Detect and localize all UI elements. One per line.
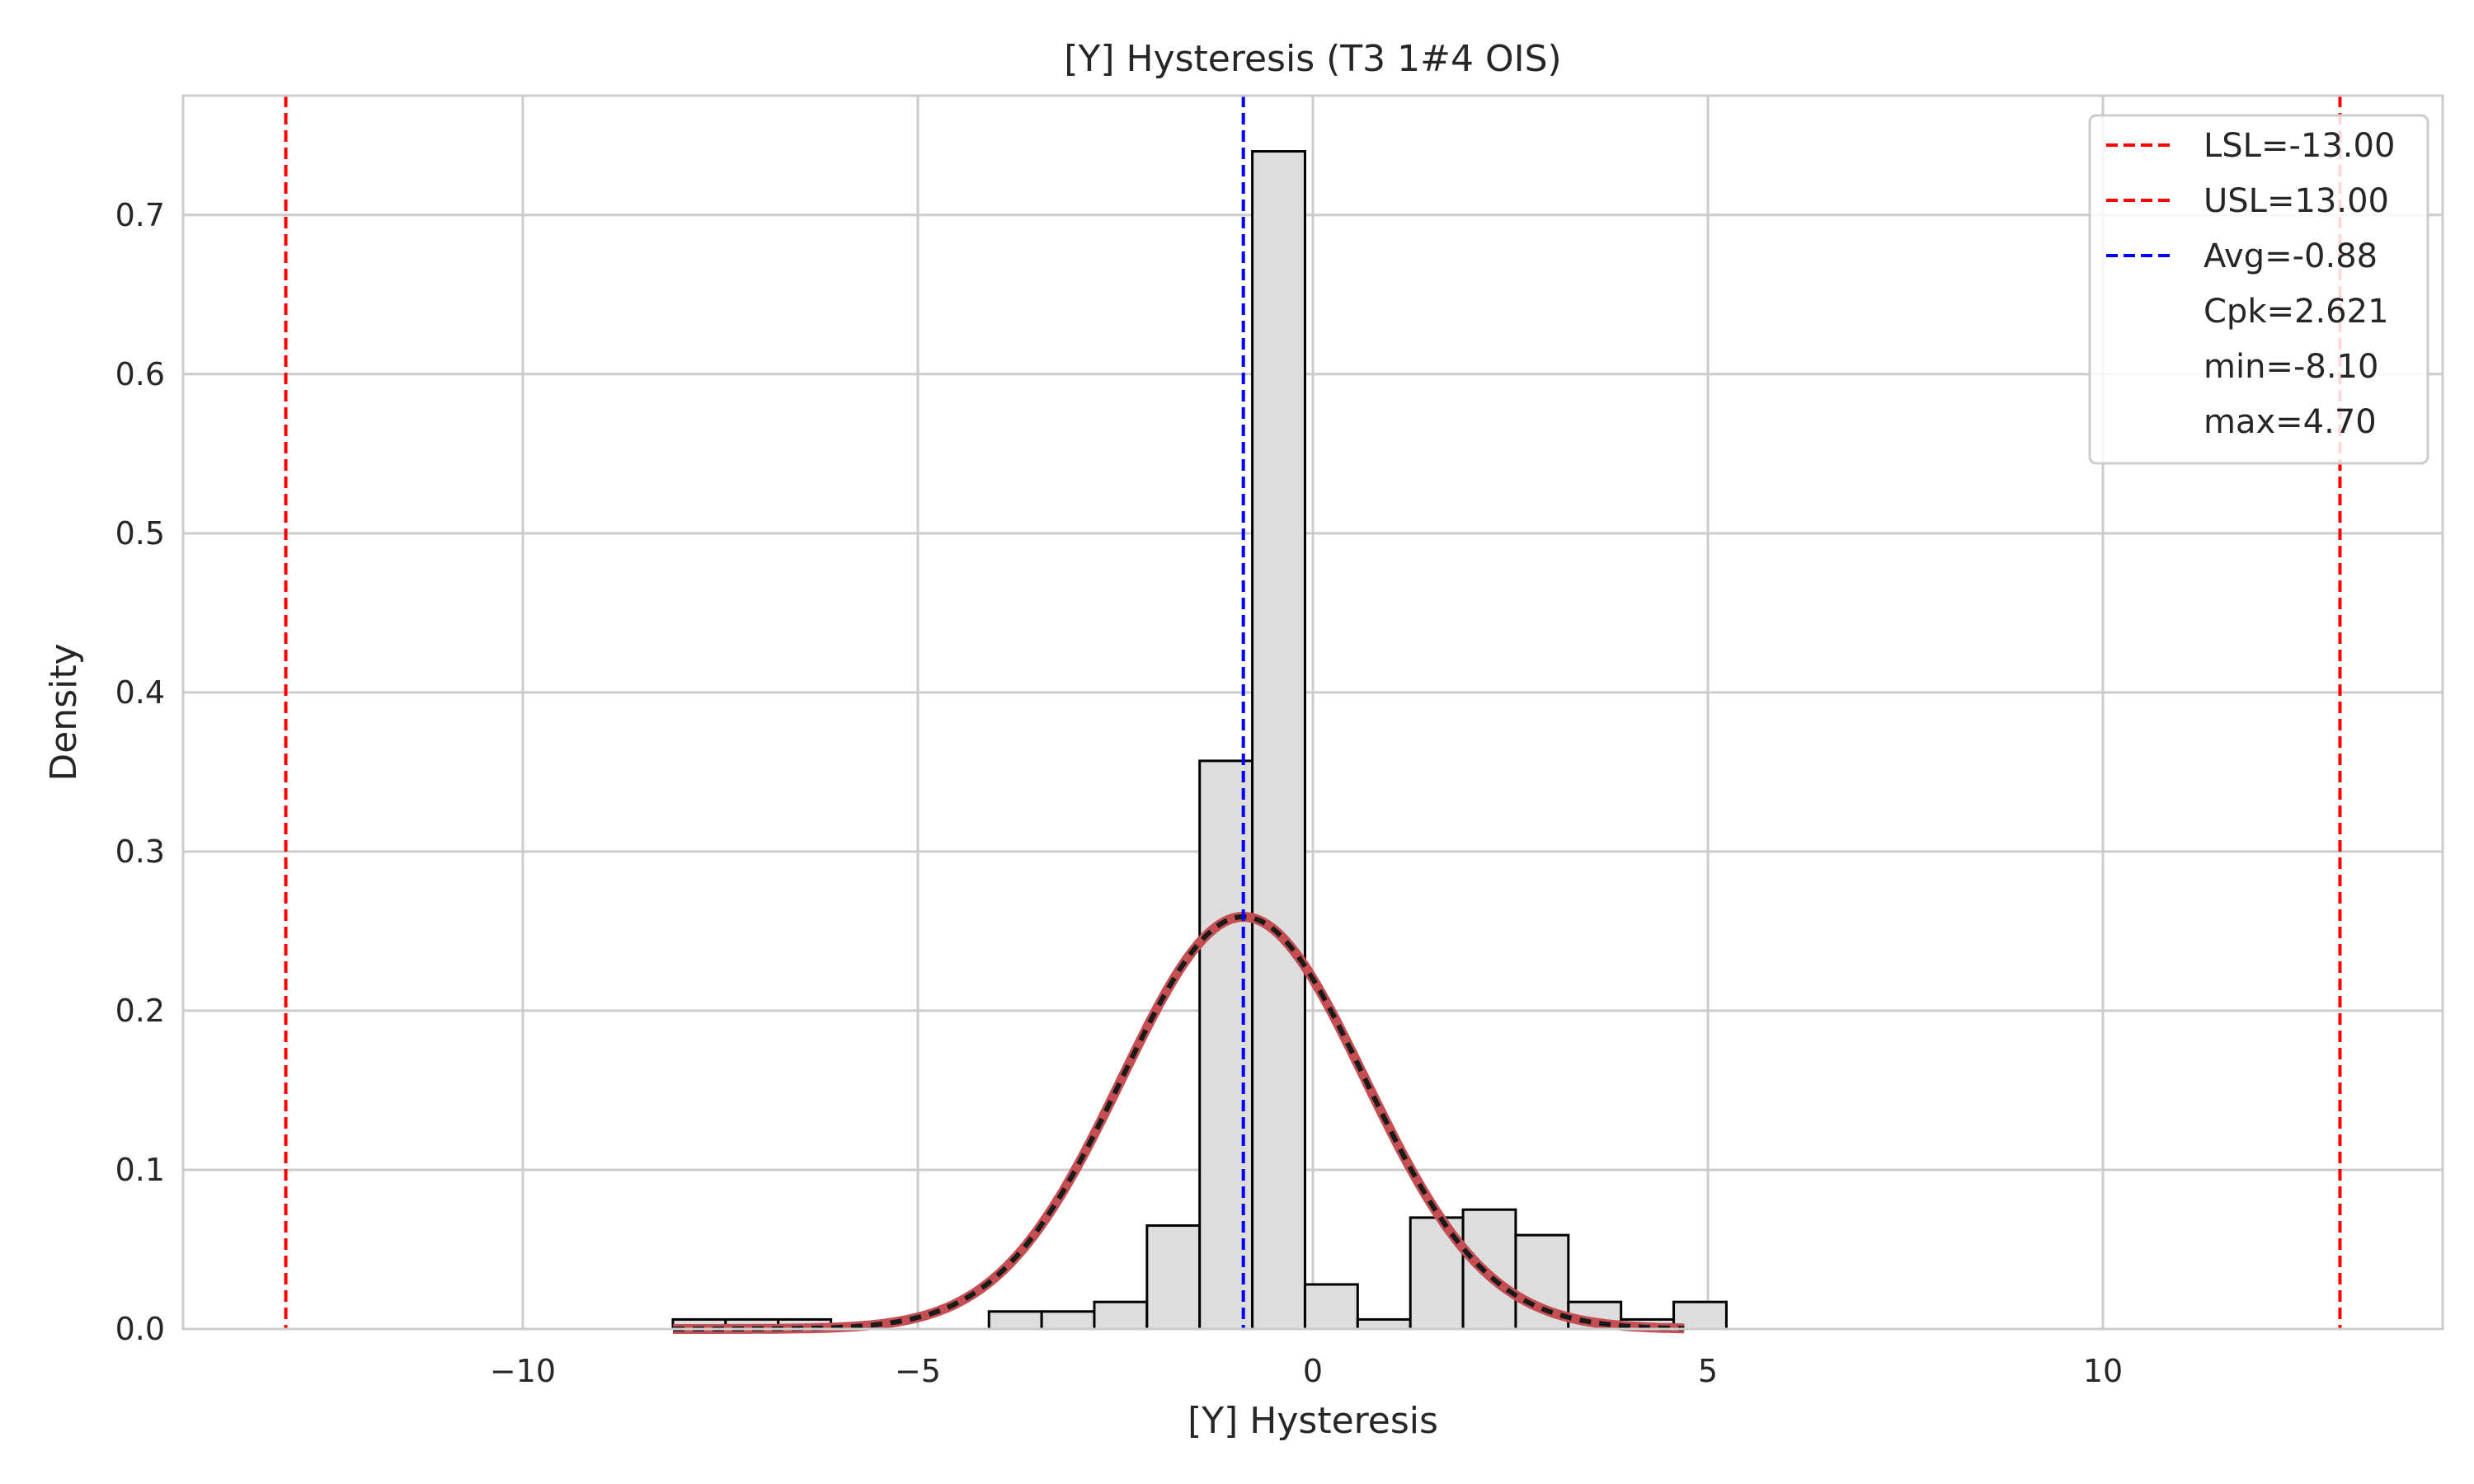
x-tick-label: 10: [2083, 1353, 2123, 1389]
axis-ticks: −10 −5 0 5 10 0.0 0.1 0.2 0.3 0.4 0.5 0.6 0.7: [115, 197, 2124, 1389]
legend-entry: min=-8.10: [2204, 348, 2378, 386]
legend-box: [2088, 114, 2429, 465]
x-axis-label: [Y] Hysteresis: [1188, 1400, 1438, 1442]
histogram-bar: [1356, 1317, 1412, 1331]
y-tick-label: 0.4: [115, 674, 165, 711]
y-tick-label: 0.0: [115, 1311, 165, 1347]
legend: LSL=-13.00 USL=13.00 Avg=-0.88 Cpk=2.621 min…: [2088, 114, 2429, 465]
legend-entry: max=4.70: [2204, 403, 2377, 441]
histogram-bar: [1093, 1300, 1149, 1331]
histogram-bar: [1145, 1224, 1202, 1331]
y-tick-label: 0.5: [115, 515, 165, 552]
kde-dashed-line: [673, 914, 1685, 1331]
histogram-bars: [671, 150, 1728, 1331]
histogram-bar: [1040, 1310, 1096, 1331]
legend-entry: Cpk=2.621: [2204, 293, 2389, 331]
x-tick-label: −10: [490, 1353, 556, 1389]
legend-entry: Avg=-0.88: [2204, 237, 2378, 275]
plot-frame: [181, 94, 2444, 1331]
y-axis-label: Density: [43, 643, 85, 781]
y-tick-label: 0.2: [115, 993, 165, 1029]
legend-entry: LSL=-13.00: [2204, 127, 2395, 165]
normal-fit-curve: [671, 912, 1686, 1334]
x-tick-label: 0: [1303, 1353, 1323, 1389]
y-tick-label: 0.3: [115, 834, 165, 870]
legend-entry: USL=13.00: [2204, 182, 2389, 220]
y-tick-label: 0.6: [115, 356, 165, 392]
y-tick-label: 0.1: [115, 1152, 165, 1188]
x-tick-label: 5: [1698, 1353, 1718, 1389]
histogram-bar: [987, 1310, 1043, 1331]
x-tick-label: −5: [895, 1353, 941, 1389]
reference-lines: [284, 96, 2342, 1329]
chart-title: [Y] Hysteresis (T3 1#4 OIS): [1064, 38, 1561, 80]
histogram-bar: [1303, 1283, 1359, 1331]
y-tick-label: 0.7: [115, 197, 165, 233]
histogram-bar: [1251, 150, 1306, 1331]
